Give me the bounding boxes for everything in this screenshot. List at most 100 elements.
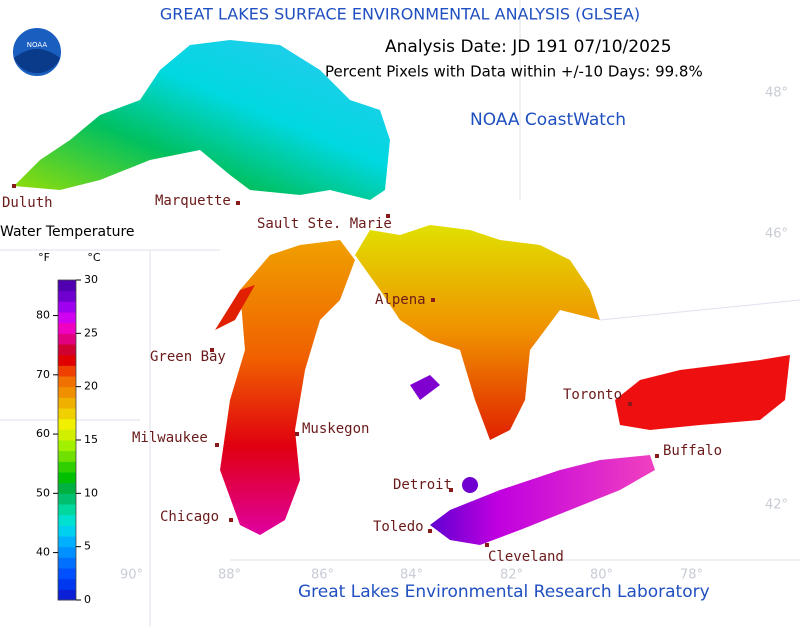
city-marker xyxy=(229,518,233,522)
city-label: Cleveland xyxy=(488,549,564,565)
city-label: Duluth xyxy=(2,195,53,211)
color-band xyxy=(58,333,76,345)
c-tick-label: 25 xyxy=(84,326,98,339)
city-marker xyxy=(628,402,632,406)
city-label: Toledo xyxy=(373,519,424,535)
f-tick-label: 70 xyxy=(36,368,50,381)
green-bay xyxy=(215,285,255,330)
f-tick-label: 60 xyxy=(36,427,50,440)
color-band xyxy=(58,546,76,558)
analysis-date: Analysis Date: JD 191 07/10/2025 xyxy=(385,37,672,57)
city-label: Toronto xyxy=(563,387,622,403)
color-band xyxy=(58,429,76,441)
color-band xyxy=(58,440,76,452)
logo-text: NOAA xyxy=(27,41,48,49)
color-band xyxy=(58,450,76,462)
color-band xyxy=(58,578,76,590)
city-label: Chicago xyxy=(160,509,219,525)
city-marker xyxy=(295,432,299,436)
color-band xyxy=(58,290,76,302)
color-band xyxy=(58,525,76,537)
lake-huron xyxy=(355,225,600,440)
color-band xyxy=(58,397,76,409)
footer: Great Lakes Environmental Research Labor… xyxy=(298,582,710,602)
noaa-logo: NOAA xyxy=(11,26,63,78)
color-band xyxy=(58,322,76,334)
lake-st-clair xyxy=(462,477,478,493)
color-band xyxy=(58,376,76,388)
city-marker xyxy=(236,201,240,205)
lon-label: 90° xyxy=(120,568,143,583)
color-band xyxy=(58,536,76,548)
lake-michigan xyxy=(220,240,355,535)
color-band xyxy=(58,418,76,430)
city-label: Detroit xyxy=(393,477,452,493)
legend: Water Temperature °F °C 0 5 10 15 20 25 30 40 50… xyxy=(0,224,135,606)
color-band xyxy=(58,568,76,580)
cities: Duluth Marquette Sault Ste. Marie Alpena… xyxy=(2,184,722,565)
lake-superior xyxy=(14,40,390,200)
lon-label: 82° xyxy=(500,568,523,583)
color-band xyxy=(58,589,76,601)
lat-label: 42° xyxy=(765,498,788,513)
c-tick-label: 10 xyxy=(84,486,98,499)
lon-label: 80° xyxy=(590,568,613,583)
coverage: Percent Pixels with Data within +/-10 Da… xyxy=(325,63,703,81)
source: NOAA CoastWatch xyxy=(470,110,626,130)
color-band xyxy=(58,514,76,526)
lon-label: 84° xyxy=(400,568,423,583)
city-marker xyxy=(215,443,219,447)
saginaw-bay xyxy=(410,375,440,400)
f-tick-label: 50 xyxy=(36,486,50,499)
color-band xyxy=(58,365,76,377)
color-band xyxy=(58,386,76,398)
color-band xyxy=(58,557,76,569)
city-label: Green Bay xyxy=(150,349,226,365)
city-label: Buffalo xyxy=(663,443,722,459)
color-band xyxy=(58,482,76,494)
city-label: Sault Ste. Marie xyxy=(257,216,392,232)
city-label: Milwaukee xyxy=(132,430,208,446)
color-band xyxy=(58,280,76,292)
color-band xyxy=(58,493,76,505)
graticule: 48° 46° 42° 90° 88° 86° 84° 82° 80° 78° xyxy=(120,86,788,583)
c-tick-label: 30 xyxy=(84,273,98,286)
city-marker xyxy=(428,529,432,533)
lon-label: 86° xyxy=(311,568,334,583)
color-band xyxy=(58,301,76,313)
c-unit: °C xyxy=(87,251,101,264)
color-band xyxy=(58,344,76,356)
color-band xyxy=(58,461,76,473)
city-marker xyxy=(386,214,390,218)
color-band xyxy=(58,354,76,366)
city-marker xyxy=(655,454,659,458)
city-marker xyxy=(210,348,214,352)
color-band xyxy=(58,504,76,516)
f-unit: °F xyxy=(38,251,50,264)
title: GREAT LAKES SURFACE ENVIRONMENTAL ANALYS… xyxy=(160,5,640,24)
c-tick-label: 5 xyxy=(84,540,91,553)
color-band xyxy=(58,472,76,484)
c-tick-label: 0 xyxy=(84,593,91,606)
city-label: Muskegon xyxy=(302,421,369,437)
city-marker xyxy=(12,184,16,188)
city-label: Alpena xyxy=(375,292,426,308)
color-band xyxy=(58,312,76,324)
city-label: Marquette xyxy=(155,193,231,209)
c-tick-label: 15 xyxy=(84,433,98,446)
city-marker xyxy=(431,298,435,302)
lat-label: 46° xyxy=(765,227,788,242)
lon-label: 88° xyxy=(218,568,241,583)
f-tick-label: 80 xyxy=(36,309,50,322)
legend-title: Water Temperature xyxy=(0,224,135,240)
lon-label: 78° xyxy=(680,568,703,583)
c-tick-label: 20 xyxy=(84,380,98,393)
lat-label: 48° xyxy=(765,86,788,101)
city-marker xyxy=(449,488,453,492)
lake-erie xyxy=(430,455,655,545)
color-band xyxy=(58,408,76,420)
city-marker xyxy=(485,543,489,547)
f-tick-label: 40 xyxy=(36,546,50,559)
lake-ontario xyxy=(615,355,790,430)
